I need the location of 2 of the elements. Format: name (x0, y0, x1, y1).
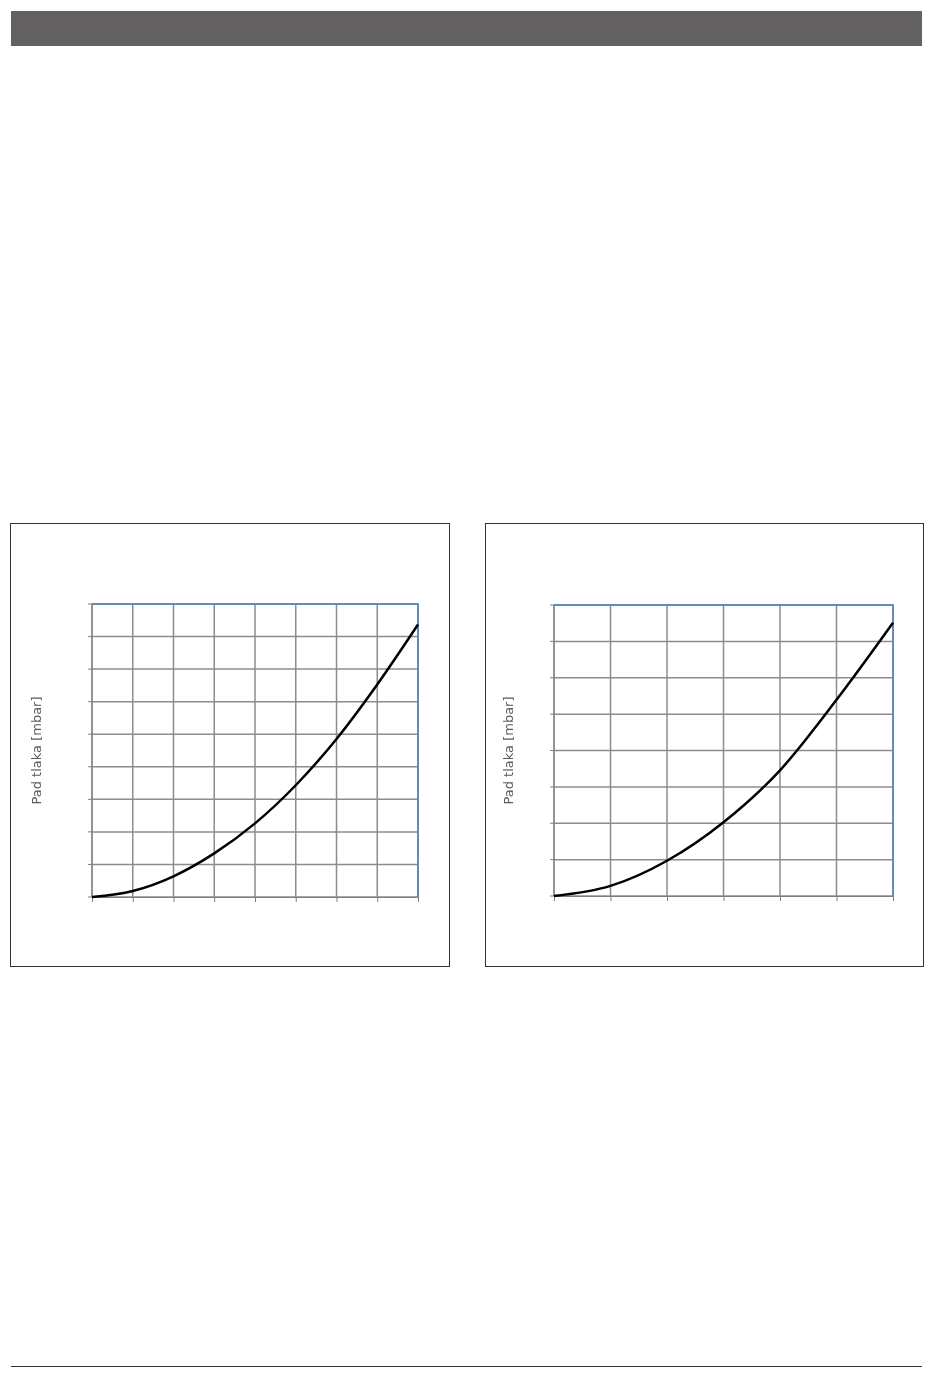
y-axis-title: Pad tlaka [mbar] (28, 696, 44, 805)
y-axis-title: Pad tlaka [mbar] (500, 696, 516, 805)
